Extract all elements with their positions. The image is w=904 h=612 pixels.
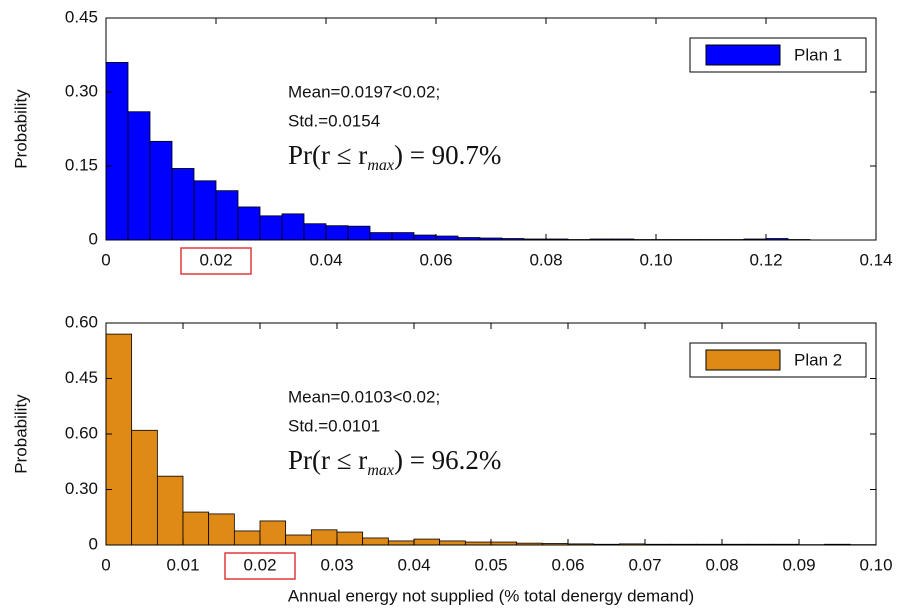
legend-label: Plan 1	[794, 45, 842, 64]
x-tick-label: 0.04	[397, 555, 430, 574]
x-tick-label: 0.03	[320, 555, 353, 574]
bar	[362, 537, 389, 546]
bar	[237, 206, 261, 241]
legend-swatch	[705, 44, 781, 66]
annotation: Mean=0.0103<0.02;	[288, 387, 440, 406]
bar	[182, 511, 210, 546]
x-axis-label: Annual energy not supplied (% total dene…	[288, 586, 694, 605]
y-axis-label: Probability	[11, 89, 30, 169]
x-tick-label: 0	[101, 250, 110, 269]
formula: Pr(r ≤ rmax) = 96.2%	[288, 445, 501, 478]
x-tick-label: 0.04	[309, 250, 342, 269]
bar	[369, 232, 393, 241]
highlight-box	[180, 247, 252, 275]
x-tick-label: 0.01	[166, 555, 199, 574]
bar	[156, 475, 184, 546]
x-tick-label: 0.10	[859, 555, 892, 574]
y-tick-label: 0.30	[65, 81, 98, 100]
legend-label: Plan 2	[794, 350, 842, 369]
bar	[310, 529, 338, 546]
bar	[208, 513, 235, 546]
bar	[413, 538, 441, 546]
bar	[281, 213, 305, 241]
bar	[413, 234, 437, 241]
bar	[149, 140, 173, 241]
bar	[127, 111, 151, 241]
x-tick-label: 0.08	[529, 250, 562, 269]
bar	[347, 225, 371, 241]
x-tick-label: 0.14	[859, 250, 892, 269]
y-tick-label: 0.60	[65, 312, 98, 331]
formula-subscript: max	[367, 157, 394, 174]
y-tick-label: 0.45	[65, 7, 98, 26]
y-axis-label: Probability	[11, 394, 30, 474]
highlight-box	[224, 552, 296, 580]
x-tick-label: 0.10	[639, 250, 672, 269]
y-tick-label: 0.30	[65, 479, 98, 498]
x-tick-label: 0.02	[199, 250, 232, 269]
x-tick-label: 0	[101, 555, 110, 574]
formula-text: ) = 90.7%	[394, 140, 501, 170]
bar	[387, 540, 415, 546]
x-tick-label: 0.08	[705, 555, 738, 574]
bar	[259, 215, 283, 241]
x-tick-label: 0.12	[749, 250, 782, 269]
bar	[105, 62, 129, 241]
bar	[439, 540, 466, 546]
bar	[105, 333, 133, 546]
x-tick-label: 0.06	[419, 250, 452, 269]
x-tick-label: 0.06	[551, 555, 584, 574]
y-tick-label: 0	[89, 229, 98, 248]
bar	[233, 530, 261, 546]
bar	[259, 520, 287, 546]
annotation: Std.=0.0154	[288, 111, 380, 130]
y-tick-label: 0	[89, 534, 98, 553]
bar	[325, 225, 349, 241]
formula-text: Pr(r ≤ r	[288, 140, 367, 170]
formula: Pr(r ≤ rmax) = 90.7%	[288, 140, 501, 173]
annotation: Mean=0.0197<0.02;	[288, 82, 440, 101]
bar	[193, 180, 217, 241]
bar	[435, 235, 459, 241]
y-tick-label: 0.45	[65, 368, 98, 387]
x-tick-label: 0.09	[782, 555, 815, 574]
plot-frame	[105, 17, 877, 241]
bar	[215, 190, 239, 241]
bar	[303, 223, 327, 241]
formula-text: ) = 96.2%	[394, 445, 501, 475]
bar	[171, 168, 195, 241]
x-tick-label: 0.05	[474, 555, 507, 574]
x-tick-label: 0.07	[628, 555, 661, 574]
legend-swatch	[705, 349, 781, 371]
annotation: Std.=0.0101	[288, 416, 380, 435]
formula-text: Pr(r ≤ r	[288, 445, 367, 475]
bar	[131, 429, 158, 546]
formula-subscript: max	[367, 462, 394, 479]
x-tick-label: 0.02	[243, 555, 276, 574]
bar	[336, 531, 364, 546]
y-tick-label: 0.15	[65, 155, 98, 174]
y-tick-label: 0.60	[65, 423, 98, 442]
bar	[391, 232, 415, 241]
bar	[285, 534, 312, 546]
